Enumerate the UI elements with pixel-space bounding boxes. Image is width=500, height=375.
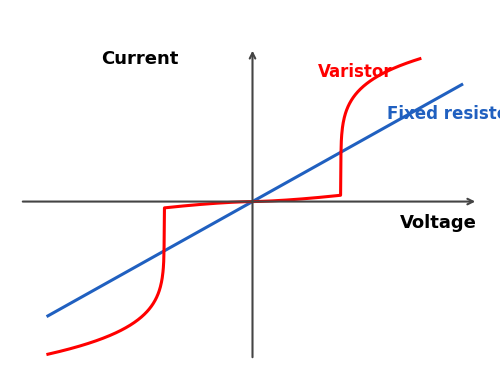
Text: Current: Current: [100, 50, 178, 68]
Text: Voltage: Voltage: [400, 214, 477, 232]
Text: Fixed resistor: Fixed resistor: [388, 105, 500, 123]
Text: Varistor: Varistor: [318, 63, 392, 81]
Text: Voltage vs. Current: Voltage vs. Current: [113, 10, 387, 34]
